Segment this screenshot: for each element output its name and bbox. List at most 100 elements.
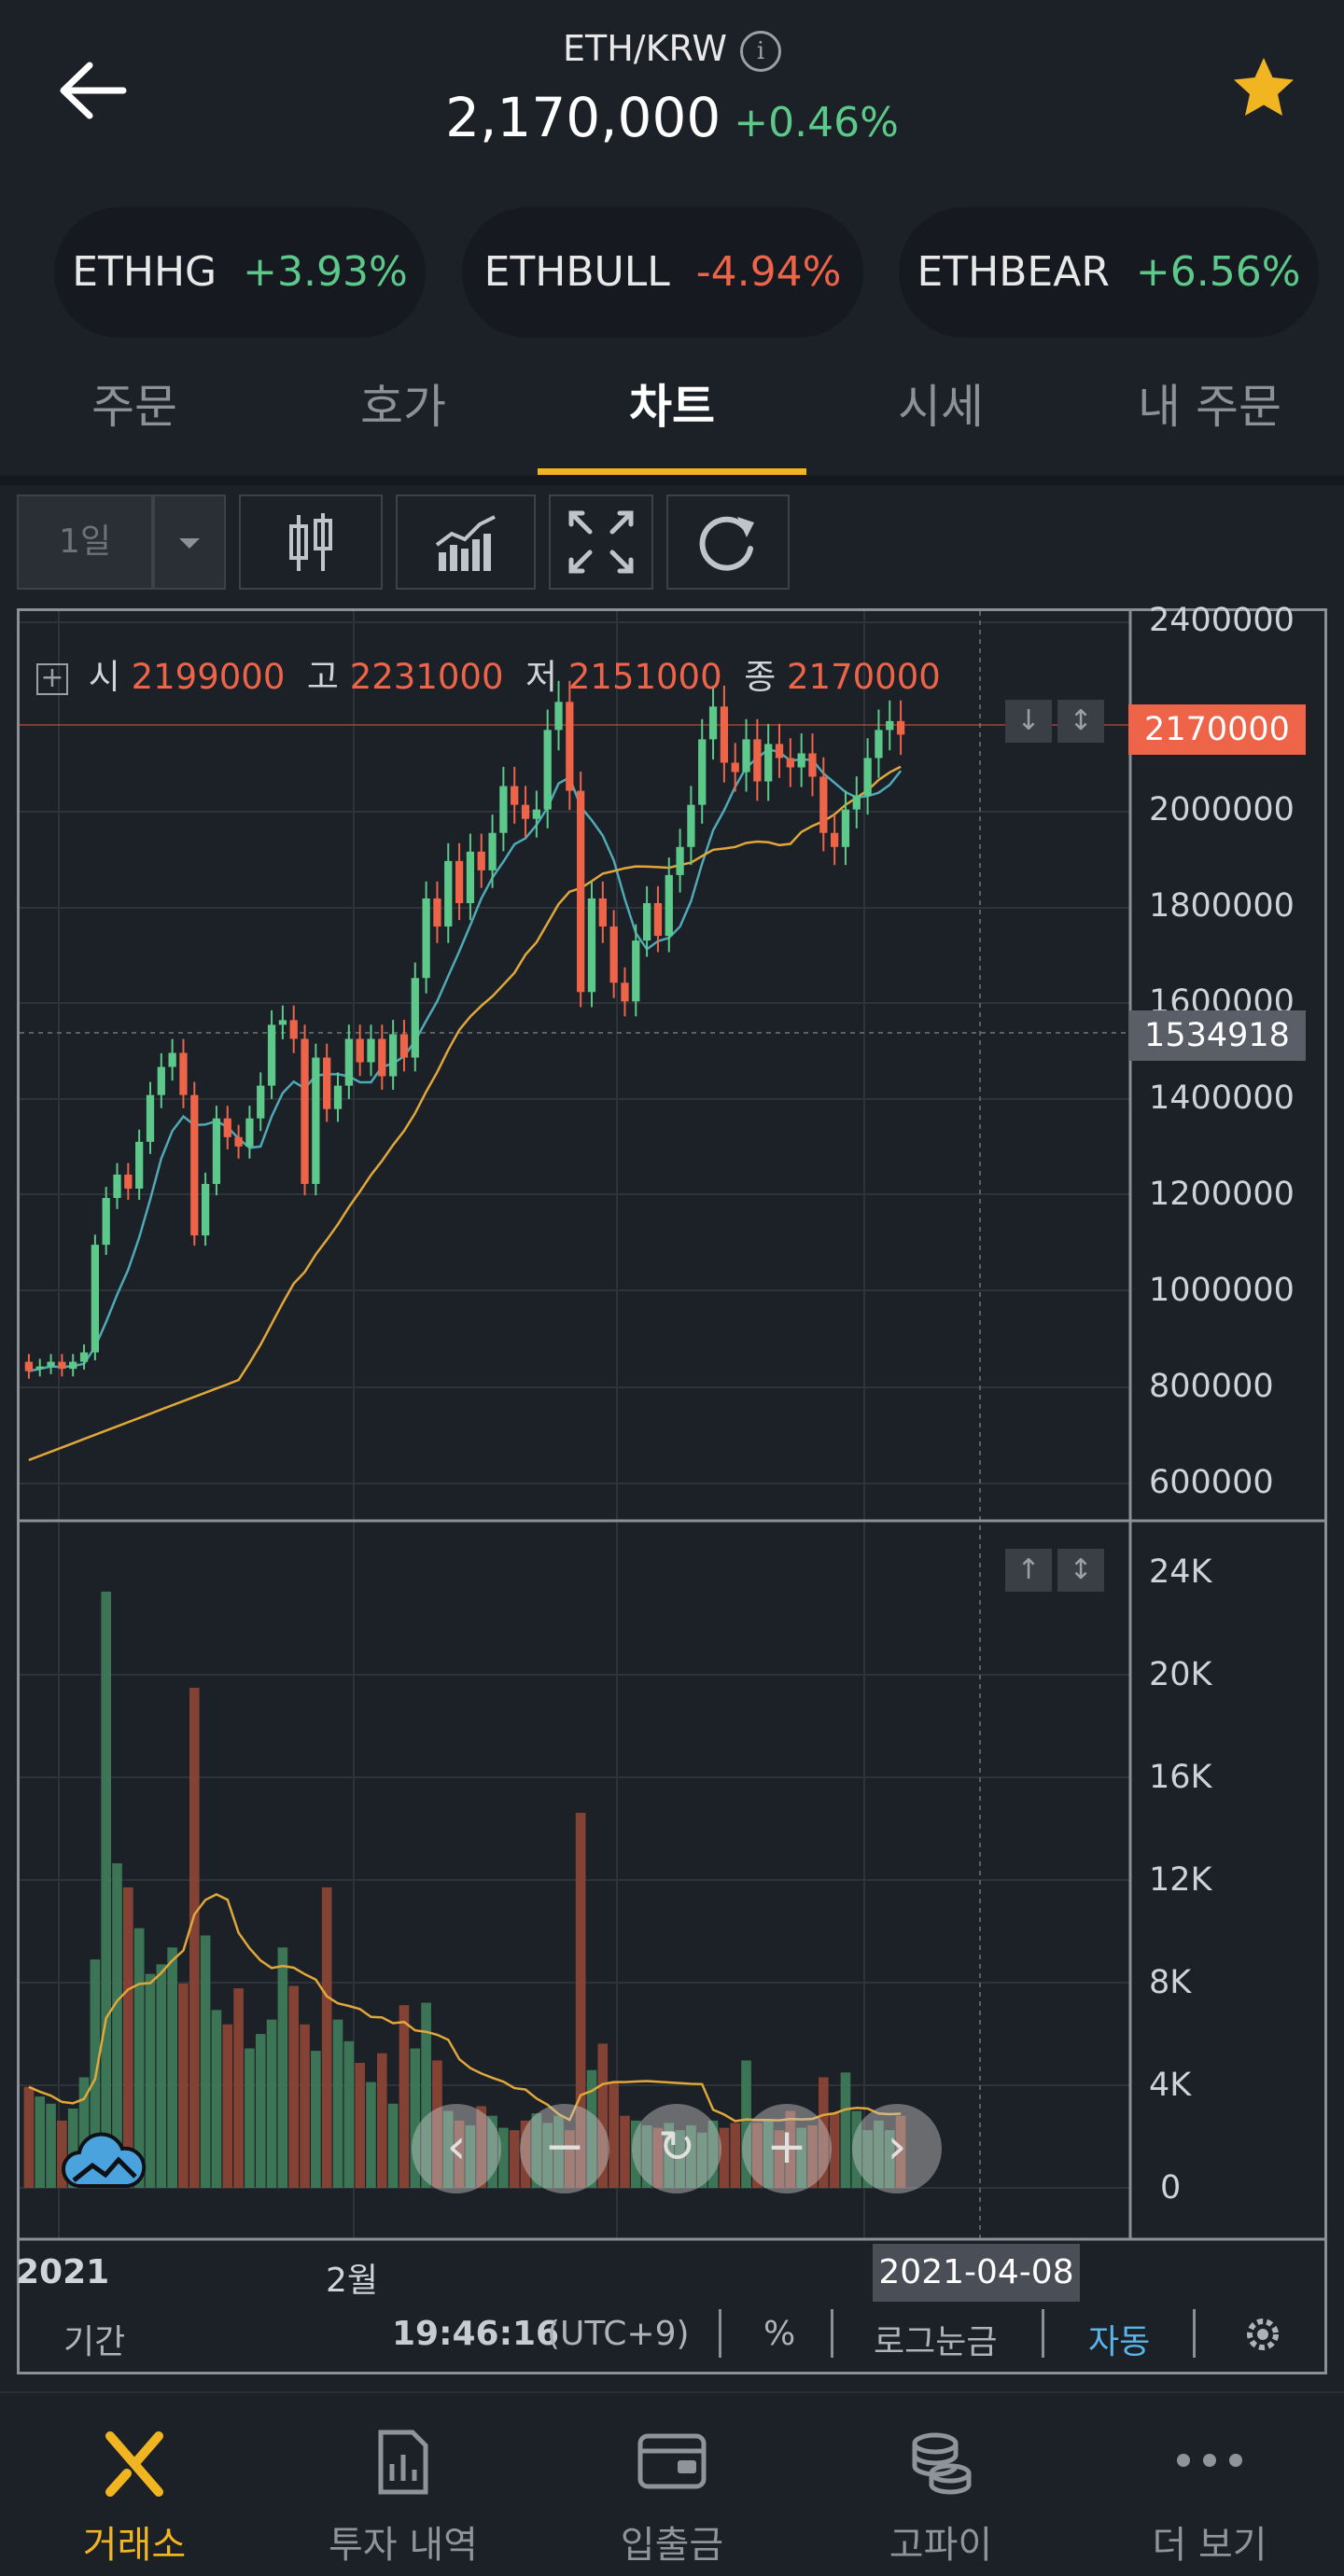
nav-exchange[interactable]: 거래소	[0, 2393, 269, 2576]
low-value: 2151000	[567, 657, 722, 697]
candle-body	[47, 1361, 55, 1367]
candle-body	[411, 978, 419, 1058]
candle-body	[676, 846, 684, 875]
refresh-button[interactable]	[666, 494, 790, 590]
pair-title: ETH/KRW i	[0, 28, 1344, 72]
related-pill-ethbull[interactable]: ETHBULL -4.94%	[462, 207, 863, 338]
related-pill-ethhg[interactable]: ETHHG +3.93%	[54, 207, 426, 338]
volume-bar	[145, 1973, 156, 2188]
candle-body	[367, 1038, 375, 1063]
tab-market-price[interactable]: 시세	[898, 380, 984, 434]
favorite-star-icon[interactable]	[1230, 54, 1297, 121]
price-tick: 2400000	[1149, 602, 1295, 639]
nav-gopax-fi[interactable]: 고파이	[806, 2393, 1075, 2576]
candle-body	[830, 832, 839, 847]
candle-body	[278, 1020, 287, 1025]
candle-body	[665, 874, 673, 937]
nav-more[interactable]: 더 보기	[1075, 2393, 1344, 2576]
tab-orderbook[interactable]: 호가	[360, 380, 446, 434]
candle-body	[742, 739, 750, 773]
candle-body	[852, 795, 861, 810]
scroll-left-icon[interactable]: ‹	[412, 2104, 501, 2193]
candle-body	[720, 706, 729, 763]
nav-deposit-withdraw[interactable]: 입출금	[538, 2393, 806, 2576]
volume-bar	[266, 2019, 277, 2188]
price-chart[interactable]	[20, 611, 1324, 2372]
clock-time: 19:46:16	[392, 2315, 560, 2353]
candle-body	[488, 832, 497, 870]
fullscreen-button[interactable]	[549, 494, 653, 590]
indicator-icon	[435, 515, 496, 571]
scale-down-icon[interactable]: ↓	[1005, 700, 1052, 743]
timezone[interactable]: (UTC+9)	[547, 2315, 690, 2353]
scale-expand-icon[interactable]: ↕	[1057, 700, 1104, 743]
volume-bar	[245, 2048, 255, 2188]
volume-bar	[123, 1887, 133, 2188]
tab-chart[interactable]: 차트	[629, 380, 715, 434]
candle-body	[875, 730, 883, 759]
candle-body	[653, 902, 663, 937]
interval-dropdown[interactable]	[153, 494, 226, 590]
time-label: 2021	[16, 2253, 110, 2291]
volume-bar	[421, 2002, 431, 2188]
divider	[1042, 2309, 1044, 2358]
volume-bar	[575, 1813, 586, 2188]
tab-my-orders[interactable]: 내 주문	[1138, 380, 1281, 434]
candle-body	[245, 1118, 254, 1147]
interval-select[interactable]: 1일	[17, 494, 153, 590]
volume-bar	[23, 2086, 35, 2188]
volume-bar	[774, 2130, 785, 2188]
current-price-tag: 2170000	[1128, 704, 1306, 755]
candle-body	[257, 1085, 265, 1119]
cloud-logo-icon	[61, 2132, 147, 2189]
candle-body	[466, 851, 475, 903]
candle-body	[344, 1038, 353, 1086]
related-pill-ethbear[interactable]: ETHBEAR +6.56%	[899, 207, 1319, 338]
candlestick-icon	[289, 513, 332, 571]
info-icon[interactable]: i	[739, 30, 781, 72]
zoom-out-icon[interactable]: −	[520, 2104, 609, 2193]
price-tick: 1400000	[1149, 1079, 1295, 1117]
volume-bar	[442, 2110, 454, 2188]
nav-investment-history[interactable]: 투자 내역	[269, 2393, 538, 2576]
scale-expand-icon[interactable]: ↕	[1057, 1549, 1104, 1592]
volume-bar	[707, 2120, 719, 2188]
volume-tick: 12K	[1149, 1861, 1212, 1899]
nav-label: 고파이	[889, 2524, 993, 2567]
volume-bar	[387, 2103, 399, 2188]
percent-toggle[interactable]: %	[763, 2315, 796, 2353]
chart-type-button[interactable]	[239, 494, 383, 590]
candle-body	[543, 730, 552, 810]
candle-body	[289, 1020, 298, 1039]
divider	[0, 476, 1344, 485]
pair-name: ETH/KRW	[563, 28, 727, 69]
volume-tick: 24K	[1149, 1553, 1212, 1591]
settings-gear-icon[interactable]	[1239, 2311, 1286, 2358]
back-arrow-icon[interactable]	[56, 58, 131, 123]
volume-bar	[167, 1947, 177, 2188]
chart-container[interactable]: + 시 2199000 고 2231000 저 2151000 종 217000…	[16, 602, 1327, 2374]
scroll-right-icon[interactable]: ›	[852, 2104, 942, 2193]
active-tab-indicator	[538, 468, 806, 475]
candle-body	[477, 851, 485, 870]
related-name: ETHBEAR	[917, 248, 1110, 296]
candle-body	[399, 1034, 409, 1058]
reset-zoom-icon[interactable]: ↻	[632, 2104, 721, 2193]
related-name: ETHBULL	[483, 248, 670, 296]
volume-bar	[818, 2077, 829, 2188]
volume-tick: 4K	[1149, 2067, 1192, 2104]
nav-label: 입출금	[620, 2524, 724, 2567]
expand-legend-icon[interactable]: +	[36, 662, 68, 695]
period-button[interactable]: 기간	[63, 2323, 126, 2361]
log-scale-toggle[interactable]: 로그눈금	[874, 2323, 998, 2361]
scale-up-icon[interactable]: ↑	[1005, 1549, 1052, 1592]
candle-body	[886, 720, 894, 731]
candle-body	[566, 702, 574, 791]
candle-body	[764, 744, 773, 782]
volume-bar	[156, 1964, 167, 2188]
tab-order[interactable]: 주문	[91, 380, 177, 434]
zoom-in-icon[interactable]: +	[742, 2104, 832, 2193]
auto-scale-toggle[interactable]: 자동	[1088, 2323, 1151, 2361]
indicator-button[interactable]	[396, 494, 536, 590]
volume-bar	[454, 2120, 465, 2188]
